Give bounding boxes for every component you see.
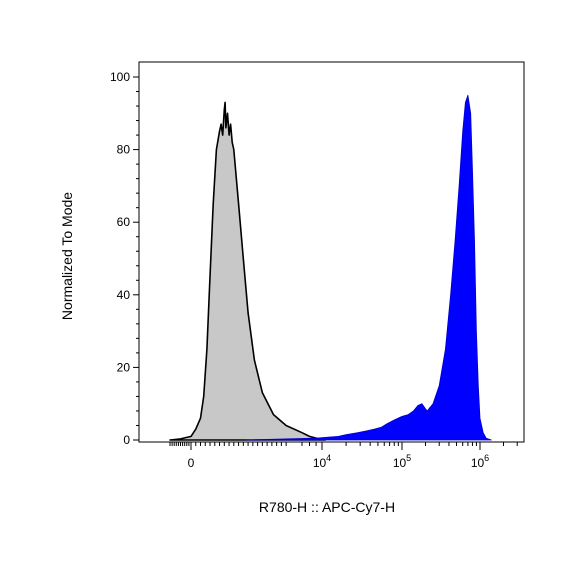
y-tick-label: 60 bbox=[117, 215, 131, 229]
x-tick-label: 0 bbox=[188, 456, 195, 470]
x-axis: 0 104 105 106 bbox=[169, 442, 518, 470]
y-tick-label: 80 bbox=[117, 143, 131, 157]
series-layer bbox=[169, 94, 492, 441]
histogram-series-2 bbox=[246, 94, 492, 441]
histogram-series-1 bbox=[169, 101, 327, 441]
y-axis-title: Normalized To Mode bbox=[59, 192, 75, 320]
y-tick-label: 20 bbox=[117, 360, 131, 374]
y-tick-label: 40 bbox=[117, 288, 131, 302]
x-axis-title: R780-H :: APC-Cy7-H bbox=[259, 499, 395, 515]
plot-frame bbox=[138, 61, 525, 443]
y-tick-label: 100 bbox=[110, 70, 130, 84]
x-tick-label: 105 bbox=[393, 453, 411, 470]
x-tick-label: 104 bbox=[313, 453, 331, 470]
y-tick-label: 0 bbox=[123, 433, 130, 447]
x-tick-label: 106 bbox=[471, 453, 489, 470]
y-axis: 0 20 40 60 80 100 bbox=[110, 70, 139, 447]
